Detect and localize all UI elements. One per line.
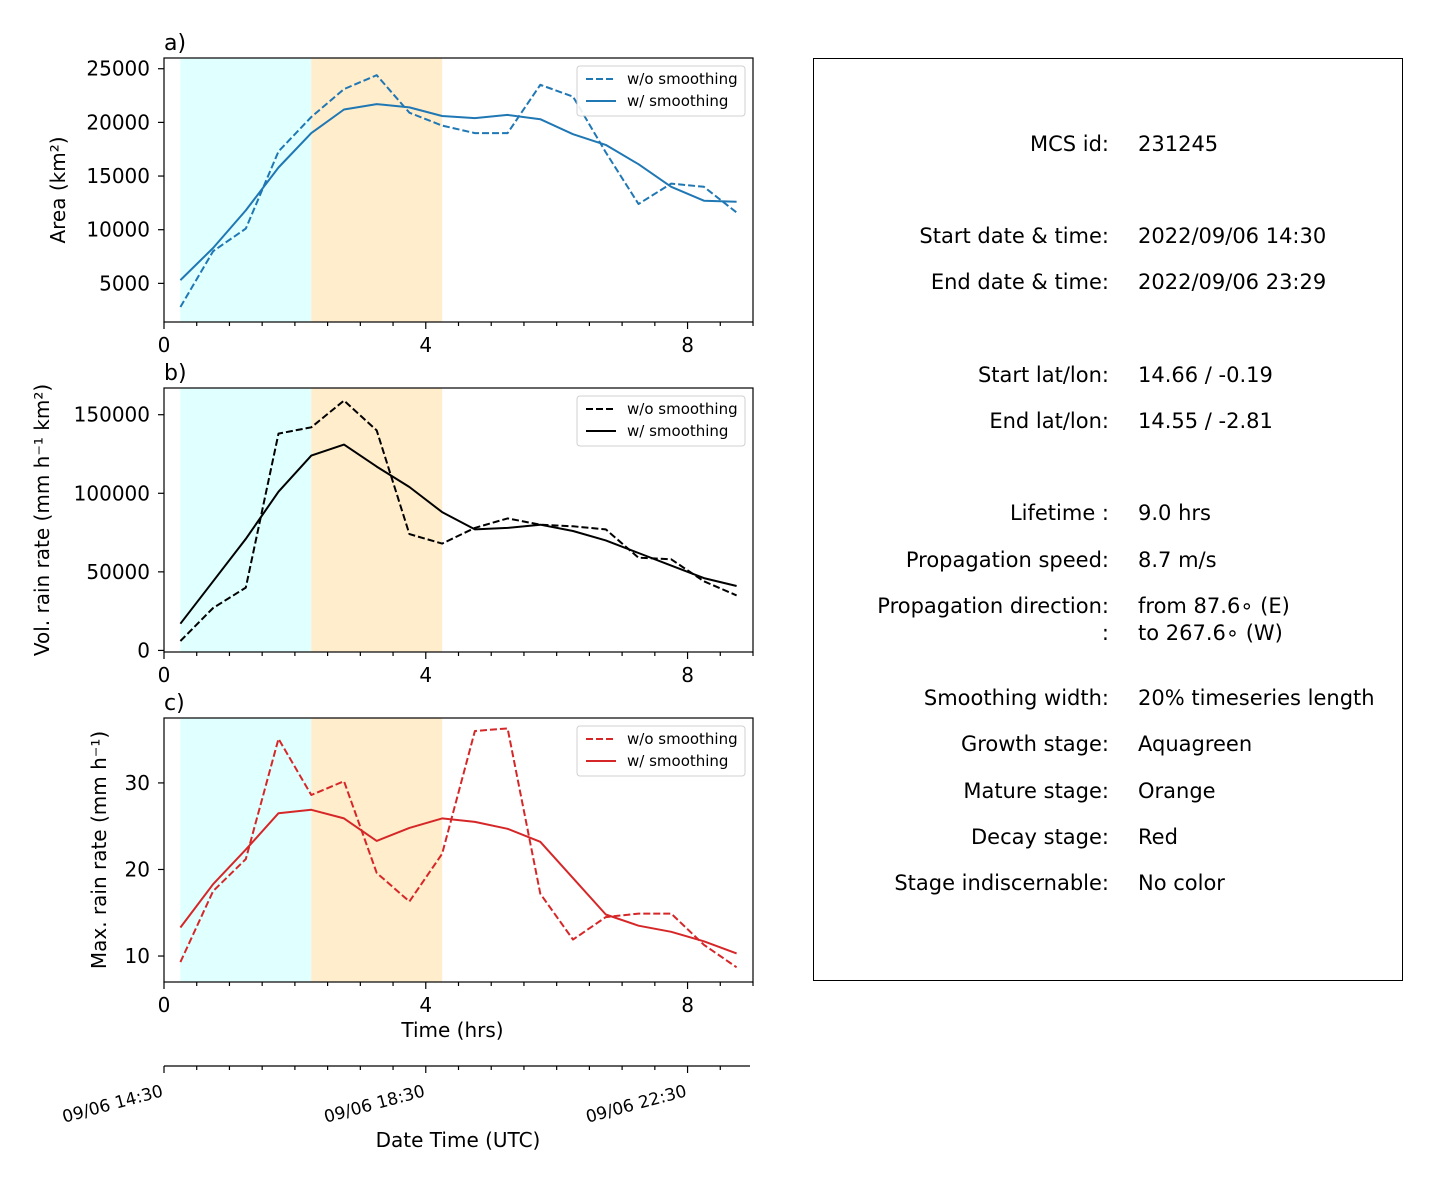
info-label: End lat/lon: bbox=[989, 409, 1109, 433]
info-label: Growth stage: bbox=[960, 732, 1109, 756]
y-tick-label: 10 bbox=[125, 944, 150, 968]
legend-label: w/o smoothing bbox=[627, 400, 738, 418]
panel-area: 5000 10000 15000 20000 25000 0 4 8 a) Area (km²) w… bbox=[46, 31, 754, 357]
series-line-smoothed bbox=[179, 808, 737, 955]
mature-stage-shading bbox=[311, 388, 443, 652]
x-axis-label: Time (hrs) bbox=[400, 1018, 503, 1042]
panel-volumetric-rain: 0 50000 100000 150000 0 4 8 b) Vol. rain rate (m… bbox=[30, 361, 754, 687]
datetime-tick-label: 09/06 22:30 bbox=[584, 1082, 689, 1128]
x-tick-label: 8 bbox=[681, 663, 694, 687]
series-line-raw bbox=[179, 727, 738, 969]
panel-label: c) bbox=[164, 691, 185, 716]
x-tick-label: 0 bbox=[158, 993, 171, 1017]
info-value: 8.7 m/s bbox=[1138, 548, 1217, 572]
info-label: Decay stage: bbox=[971, 825, 1109, 849]
y-tick-label: 0 bbox=[137, 638, 150, 662]
info-value: 231245 bbox=[1138, 132, 1219, 156]
info-label: Propagation direction: bbox=[877, 594, 1109, 618]
y-tick-label: 30 bbox=[125, 771, 150, 795]
legend-box bbox=[576, 65, 746, 117]
x-tick-label: 4 bbox=[419, 993, 432, 1017]
info-label: Mature stage: bbox=[963, 779, 1109, 803]
legend-label: w/o smoothing bbox=[627, 730, 738, 748]
x-tick-label: 8 bbox=[681, 333, 694, 357]
y-tick-label: 15000 bbox=[86, 164, 150, 188]
y-axis-label: Area (km²) bbox=[46, 136, 70, 243]
growth-stage-shading bbox=[180, 388, 312, 652]
x-tick-label: 4 bbox=[419, 333, 432, 357]
info-label: Smoothing width: bbox=[923, 686, 1109, 710]
info-value: 2022/09/06 14:30 bbox=[1138, 224, 1327, 248]
x-tick-label: 0 bbox=[158, 333, 171, 357]
y-axis-label: Max. rain rate (mm h⁻¹) bbox=[87, 731, 111, 969]
y-tick-label: 150000 bbox=[74, 403, 150, 427]
series-line-smoothed bbox=[179, 103, 737, 281]
datetime-axis-label: Date Time (UTC) bbox=[376, 1128, 541, 1152]
info-value: Aquagreen bbox=[1138, 732, 1253, 756]
x-tick-label: 4 bbox=[419, 663, 432, 687]
x-tick-label: 0 bbox=[158, 663, 171, 687]
y-tick-label: 25000 bbox=[86, 57, 150, 81]
x-tick-label: 8 bbox=[681, 993, 694, 1017]
info-value: 14.55 / -2.81 bbox=[1138, 409, 1273, 433]
info-value: 20% timeseries length bbox=[1138, 686, 1375, 710]
info-value: from 87.6∘ (E) bbox=[1138, 594, 1290, 618]
series-line-smoothed bbox=[179, 443, 737, 625]
legend-label: w/o smoothing bbox=[627, 70, 738, 88]
panel-label: b) bbox=[164, 361, 187, 386]
info-value: Orange bbox=[1138, 779, 1216, 803]
panel-max-rain: 10 20 30 0 4 8 c) Max. rain rate (mm h⁻¹) Time (… bbox=[87, 691, 754, 1042]
mcs-info-box: MCS id: 231245 Start date & time: 2022/0… bbox=[813, 58, 1403, 981]
datetime-tick-label: 09/06 18:30 bbox=[322, 1082, 427, 1128]
y-tick-label: 5000 bbox=[99, 271, 150, 295]
legend-label: w/ smoothing bbox=[627, 752, 728, 770]
info-label: Stage indiscernable: bbox=[894, 871, 1109, 895]
y-tick-label: 10000 bbox=[86, 218, 150, 242]
y-axis-label: Vol. rain rate (mm h⁻¹ km²) bbox=[30, 384, 54, 656]
info-value: No color bbox=[1138, 871, 1225, 895]
legend-box bbox=[576, 725, 746, 777]
legend-label: w/ smoothing bbox=[627, 92, 728, 110]
info-value: 2022/09/06 23:29 bbox=[1138, 270, 1327, 294]
series-line-raw bbox=[179, 399, 737, 642]
info-label: MCS id: bbox=[1029, 132, 1109, 156]
datetime-axis: 09/06 14:30 09/06 18:30 09/06 22:30 Date Ti… bbox=[60, 1065, 750, 1152]
info-value: 9.0 hrs bbox=[1138, 501, 1211, 525]
legend-label: w/ smoothing bbox=[627, 422, 728, 440]
info-label: Start lat/lon: bbox=[977, 363, 1109, 387]
info-label: Start date & time: bbox=[919, 224, 1109, 248]
panel-label: a) bbox=[164, 31, 186, 56]
info-label: Propagation speed: bbox=[905, 548, 1109, 572]
growth-stage-shading bbox=[180, 58, 312, 322]
y-tick-label: 20000 bbox=[86, 110, 150, 134]
y-tick-label: 100000 bbox=[74, 481, 150, 505]
info-label: End date & time: bbox=[930, 270, 1109, 294]
info-label: : bbox=[1101, 621, 1109, 645]
info-value: 14.66 / -0.19 bbox=[1138, 363, 1273, 387]
mature-stage-shading bbox=[311, 718, 443, 982]
y-tick-label: 50000 bbox=[86, 560, 150, 584]
info-value: to 267.6∘ (W) bbox=[1138, 621, 1283, 645]
mature-stage-shading bbox=[311, 58, 443, 322]
datetime-tick-label: 09/06 14:30 bbox=[60, 1082, 165, 1128]
series-line-raw bbox=[179, 74, 738, 308]
info-value: Red bbox=[1138, 825, 1178, 849]
y-tick-label: 20 bbox=[125, 857, 150, 881]
info-label: Lifetime : bbox=[1009, 501, 1109, 525]
legend-box bbox=[576, 395, 746, 447]
